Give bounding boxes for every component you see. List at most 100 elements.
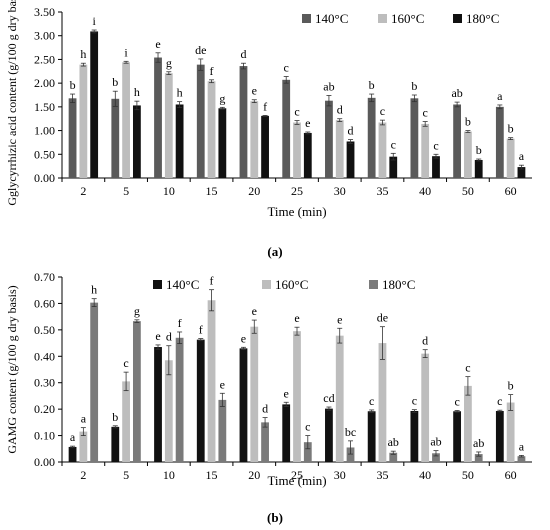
y-tick-label: 0.20 [34, 402, 55, 416]
x-tick-label: 40 [419, 468, 431, 482]
significance-label: e [155, 37, 160, 51]
significance-label: e [252, 84, 257, 98]
significance-label: d [348, 124, 354, 138]
significance-label: a [497, 89, 503, 103]
y-tick-label: 0.50 [34, 323, 55, 337]
bar [506, 138, 515, 178]
significance-label: i [92, 14, 96, 28]
significance-label: c [284, 61, 289, 75]
significance-label: de [195, 43, 206, 57]
bar [154, 57, 162, 178]
bar [389, 156, 398, 178]
bar [346, 141, 355, 178]
bar [218, 399, 227, 462]
bar [293, 331, 301, 462]
significance-label: b [70, 78, 76, 92]
significance-label: b [112, 410, 118, 424]
x-tick-label: 25 [291, 184, 303, 198]
bar [218, 108, 227, 178]
bar [250, 101, 259, 178]
bar [79, 64, 88, 178]
panel-label: (a) [267, 244, 282, 259]
x-tick-label: 35 [376, 468, 388, 482]
x-tick-label: 50 [462, 184, 474, 198]
significance-label: d [262, 402, 268, 416]
bar [207, 300, 216, 462]
bar [164, 360, 173, 462]
y-axis-title: Gglycyrrhizic acid content (g/100 g dry … [5, 0, 19, 206]
bar [432, 156, 440, 178]
significance-label: g [134, 304, 140, 318]
bar [378, 122, 387, 178]
y-axis-title: GAMG content (g/100 g dry basis) [5, 285, 19, 453]
x-tick-label: 10 [163, 184, 175, 198]
bar [196, 64, 205, 178]
bar [410, 98, 419, 178]
significance-label: e [252, 304, 257, 318]
significance-label: f [210, 274, 214, 288]
legend-label: 140°C [166, 277, 199, 292]
panel-a-chart: 0.000.501.001.502.002.503.003.502 5 10 15 20… [5, 0, 532, 259]
significance-label: f [178, 316, 182, 330]
significance-label: c [305, 420, 310, 434]
significance-label: ab [451, 86, 462, 100]
bar [495, 106, 504, 178]
significance-label: i [124, 45, 128, 59]
bar [79, 431, 88, 462]
y-tick-label: 3.00 [34, 29, 55, 43]
bar [293, 122, 301, 178]
significance-label: ab [430, 435, 441, 449]
bar [474, 454, 483, 462]
significance-label: b [508, 122, 514, 136]
y-tick-label: 0.50 [34, 147, 55, 161]
significance-label: c [433, 138, 438, 152]
bar [90, 31, 99, 179]
panel-b-chart: 0.000.100.200.300.400.500.600.702 5 10 15 20… [5, 270, 532, 525]
y-tick-label: 0.30 [34, 376, 55, 390]
x-tick-label: 2 [80, 184, 86, 198]
y-tick-label: 2.50 [34, 52, 55, 66]
bar [282, 404, 291, 462]
bar [432, 453, 440, 462]
bar [506, 402, 515, 462]
significance-label: ab [323, 79, 334, 93]
significance-label: d [422, 334, 428, 348]
bar [389, 452, 398, 462]
bar [453, 104, 462, 178]
legend-swatch [153, 280, 162, 289]
bar [250, 326, 259, 462]
significance-label: h [177, 86, 183, 100]
legend-swatch [378, 14, 387, 23]
significance-label: c [369, 394, 374, 408]
significance-label: c [423, 106, 428, 120]
significance-label: e [305, 116, 310, 130]
bar [367, 411, 376, 462]
legend-swatch [369, 280, 378, 289]
bar [421, 123, 430, 178]
significance-label: g [166, 56, 172, 70]
bar [335, 120, 344, 178]
panel-label: (b) [267, 510, 283, 525]
significance-label: d [240, 47, 246, 61]
bar [346, 447, 355, 462]
bar [175, 104, 184, 178]
bar [464, 385, 472, 462]
significance-label: c [380, 104, 385, 118]
significance-label: ab [388, 435, 399, 449]
bar [325, 100, 333, 178]
y-tick-label: 3.50 [34, 5, 55, 19]
significance-label: h [134, 85, 140, 99]
y-tick-label: 0.40 [34, 349, 55, 363]
x-tick-label: 15 [206, 468, 218, 482]
significance-label: a [70, 430, 76, 444]
significance-label: e [220, 377, 225, 391]
bar [474, 159, 483, 178]
significance-label: e [337, 312, 342, 326]
y-tick-label: 1.50 [34, 100, 55, 114]
bar [132, 105, 141, 178]
significance-label: de [377, 311, 388, 325]
legend-swatch [302, 14, 311, 23]
significance-label: a [519, 149, 525, 163]
x-tick-label: 50 [462, 468, 474, 482]
significance-label: h [91, 283, 97, 297]
